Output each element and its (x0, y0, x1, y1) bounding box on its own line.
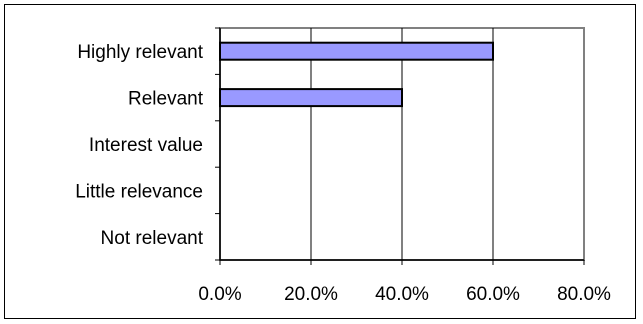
bar (219, 88, 403, 108)
x-tick-label: 60.0% (466, 284, 520, 305)
x-tick-label: 40.0% (375, 284, 429, 305)
x-tick-label: 80.0% (557, 284, 611, 305)
category-label: Interest value (89, 135, 203, 156)
category-label: Relevant (128, 89, 204, 110)
x-tick-label: 0.0% (198, 284, 241, 305)
category-labels: Highly relevant Relevant Interest value Lit… (75, 42, 204, 249)
category-label: Not relevant (101, 228, 204, 249)
axes (215, 27, 585, 265)
category-label: Highly relevant (77, 42, 203, 63)
gridlines (310, 28, 494, 260)
x-tick-label: 20.0% (284, 284, 338, 305)
category-label: Little relevance (75, 181, 203, 202)
bar (219, 41, 494, 61)
tick-labels: 0.0% 20.0% 40.0% 60.0% 80.0% (198, 284, 611, 305)
